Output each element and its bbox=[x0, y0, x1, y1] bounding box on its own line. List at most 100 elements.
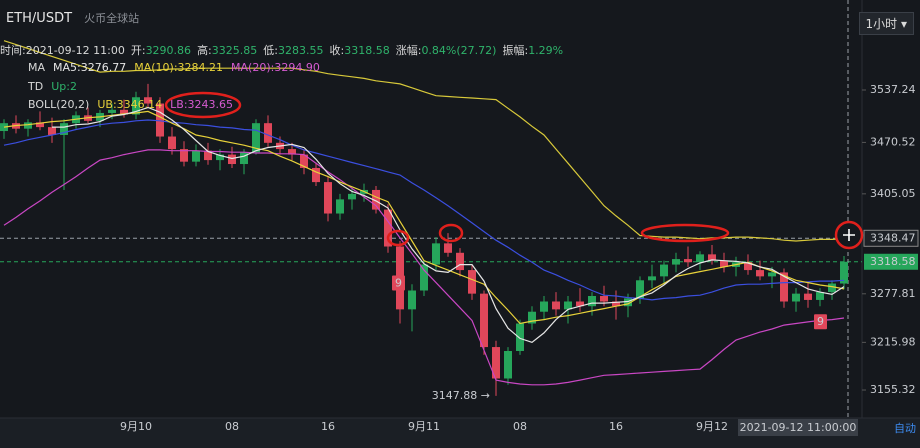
indicator-line bbox=[52, 106, 845, 343]
candle-body bbox=[156, 103, 164, 137]
candle-body bbox=[132, 97, 140, 115]
x-tick-label: 9月11 bbox=[408, 420, 440, 433]
info-value: 3290.86 bbox=[145, 44, 192, 57]
candle-body bbox=[108, 109, 116, 113]
auto-button[interactable]: 自动 bbox=[894, 422, 916, 435]
ma-item: MA(10):3284.21 bbox=[134, 61, 224, 74]
time-box bbox=[738, 419, 858, 436]
candle-body bbox=[708, 254, 716, 261]
info-value: 3283.55 bbox=[278, 44, 324, 57]
candle-body bbox=[516, 323, 524, 351]
candle-body bbox=[528, 311, 536, 324]
candle-body bbox=[672, 259, 680, 265]
interval-select[interactable]: 1小时 ▾ bbox=[858, 12, 914, 35]
candle-body bbox=[720, 260, 728, 267]
info-item: 开:3290.86 bbox=[131, 44, 195, 57]
candle-body bbox=[324, 182, 332, 214]
candle-body bbox=[564, 301, 572, 310]
plus-icon bbox=[843, 229, 855, 241]
candle-body bbox=[348, 193, 356, 200]
candle-body bbox=[660, 264, 668, 277]
info-label: 时间: bbox=[0, 44, 26, 57]
ohlc-info: 时间:2021-09-12 11:00 开:3290.86 高:3325.85 低:3… bbox=[0, 42, 569, 58]
signal-badge bbox=[814, 314, 827, 330]
candle-body bbox=[756, 270, 764, 277]
crosshair-time: 2021-09-12 11:00:00 bbox=[740, 421, 857, 434]
title-row: ETH/USDT 火币全球站 bbox=[6, 10, 143, 26]
candle-body bbox=[540, 301, 548, 312]
td-info: TD Up:2 bbox=[28, 80, 85, 93]
candle-body bbox=[240, 152, 248, 165]
highlight bbox=[640, 223, 730, 243]
td-item: TD bbox=[28, 80, 44, 93]
ma-item: MA5:3276.77 bbox=[53, 61, 127, 74]
candle-body bbox=[312, 167, 320, 183]
info-label: 开: bbox=[130, 44, 146, 57]
candle-body bbox=[144, 97, 152, 104]
indicator-line bbox=[3, 110, 845, 325]
info-value: 3318.58 bbox=[344, 44, 390, 57]
candle-body bbox=[228, 154, 236, 165]
exchange: 火币全球站 bbox=[84, 12, 140, 25]
candle-body bbox=[492, 347, 500, 379]
candle-body bbox=[288, 149, 296, 155]
boll-item: BOLL(20,2) bbox=[28, 98, 90, 111]
candle-body bbox=[576, 301, 584, 307]
candle-body bbox=[624, 298, 632, 307]
pair[interactable]: ETH/USDT bbox=[6, 11, 73, 26]
indicator-line bbox=[3, 40, 845, 242]
candle-body bbox=[300, 154, 308, 168]
info-value: 0.84%(27.72) bbox=[421, 44, 497, 57]
y-tick-label: 3277.81 bbox=[870, 287, 916, 300]
candle-body bbox=[636, 280, 644, 299]
y-tick-label: 3470.52 bbox=[870, 135, 916, 148]
candle-body bbox=[600, 296, 608, 302]
candle-body bbox=[612, 301, 620, 307]
candle-body bbox=[384, 209, 392, 247]
x-tick-label: 08 bbox=[225, 420, 239, 433]
x-tick-label: 08 bbox=[513, 420, 527, 433]
signal-label: 9 bbox=[817, 315, 824, 328]
y-tick-label: 3155.32 bbox=[870, 383, 916, 396]
candle-body bbox=[840, 261, 848, 284]
annotations bbox=[164, 91, 864, 250]
indicator-line bbox=[3, 119, 845, 301]
info-value: 1.29% bbox=[528, 44, 564, 57]
info-label: 振幅: bbox=[502, 44, 529, 57]
ma-item: MA(20):3294.90 bbox=[231, 61, 320, 74]
highlight bbox=[438, 223, 464, 243]
candle-body bbox=[816, 292, 824, 300]
highlight bbox=[386, 229, 410, 247]
ma-info: MA MA5:3276.77 MA(10):3284.21 MA(20):3294.9… bbox=[28, 61, 328, 74]
candle-body bbox=[444, 243, 452, 253]
candle-body bbox=[768, 272, 776, 277]
candle-body bbox=[828, 283, 836, 293]
candle-body bbox=[696, 254, 704, 263]
signal-label: 9 bbox=[395, 276, 402, 289]
indicator-line bbox=[3, 149, 845, 386]
y-tick-label: 3405.05 bbox=[870, 187, 916, 200]
info-value: 2021-09-12 11:00 bbox=[25, 44, 125, 57]
candle-body bbox=[336, 199, 344, 214]
candle-body bbox=[552, 301, 560, 310]
info-label: 低: bbox=[263, 44, 278, 57]
crosshair-price-box bbox=[863, 229, 919, 247]
y-tick-label: 3215.98 bbox=[870, 335, 916, 348]
info-item: 收:3318.58 bbox=[330, 44, 394, 57]
candle-body bbox=[216, 154, 224, 161]
candle-body bbox=[588, 296, 596, 307]
candle-body bbox=[744, 262, 752, 271]
candle-body bbox=[48, 127, 56, 135]
candle-body bbox=[804, 293, 812, 300]
info-item: 振幅:1.29% bbox=[502, 44, 567, 57]
info-value: 3325.85 bbox=[211, 44, 258, 57]
candle-body bbox=[504, 350, 512, 379]
candle-body bbox=[24, 122, 32, 129]
candle-body bbox=[456, 252, 464, 271]
candle-body bbox=[468, 270, 476, 294]
candle-body bbox=[780, 272, 788, 302]
candle-body bbox=[180, 149, 188, 162]
low-label: 3147.88 → bbox=[432, 389, 490, 402]
x-tick-label: 16 bbox=[321, 420, 335, 433]
